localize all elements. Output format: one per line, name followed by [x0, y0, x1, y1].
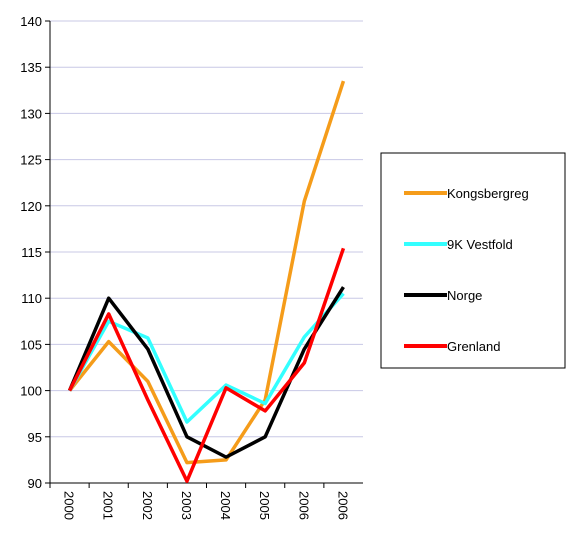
series-line: [68, 247, 346, 483]
x-tick-label: 2004: [218, 491, 233, 520]
y-tick-label: 90: [28, 476, 42, 491]
y-tick-label: 135: [20, 60, 42, 75]
y-tick-label: 100: [20, 384, 42, 399]
legend-label: 9K Vestfold: [447, 237, 513, 252]
y-tick-label: 125: [20, 153, 42, 168]
y-tick-label: 115: [21, 245, 42, 260]
y-tick-label: 105: [20, 337, 42, 352]
x-tick-label: 2000: [62, 491, 77, 520]
legend-label: Grenland: [447, 339, 500, 354]
x-tick-label: 2005: [257, 491, 272, 520]
y-tick-label: 95: [28, 430, 42, 445]
series-line: [68, 292, 345, 424]
y-tick-label: 120: [20, 199, 42, 214]
x-tick-label: 2002: [140, 491, 155, 520]
legend-label: Norge: [447, 288, 482, 303]
y-tick-label: 130: [20, 106, 42, 121]
legend-box: [380, 152, 566, 369]
x-tick-label: 2006: [296, 491, 311, 520]
series-line: [67, 286, 345, 459]
y-tick-label: 110: [21, 291, 42, 306]
series-line: [68, 80, 346, 465]
x-tick-label: 2006: [335, 491, 350, 520]
x-tick-label: 2003: [179, 491, 194, 520]
y-tick-label: 140: [20, 14, 42, 29]
legend-label: Kongsbergreg: [447, 186, 529, 201]
x-tick-label: 2001: [101, 491, 116, 520]
